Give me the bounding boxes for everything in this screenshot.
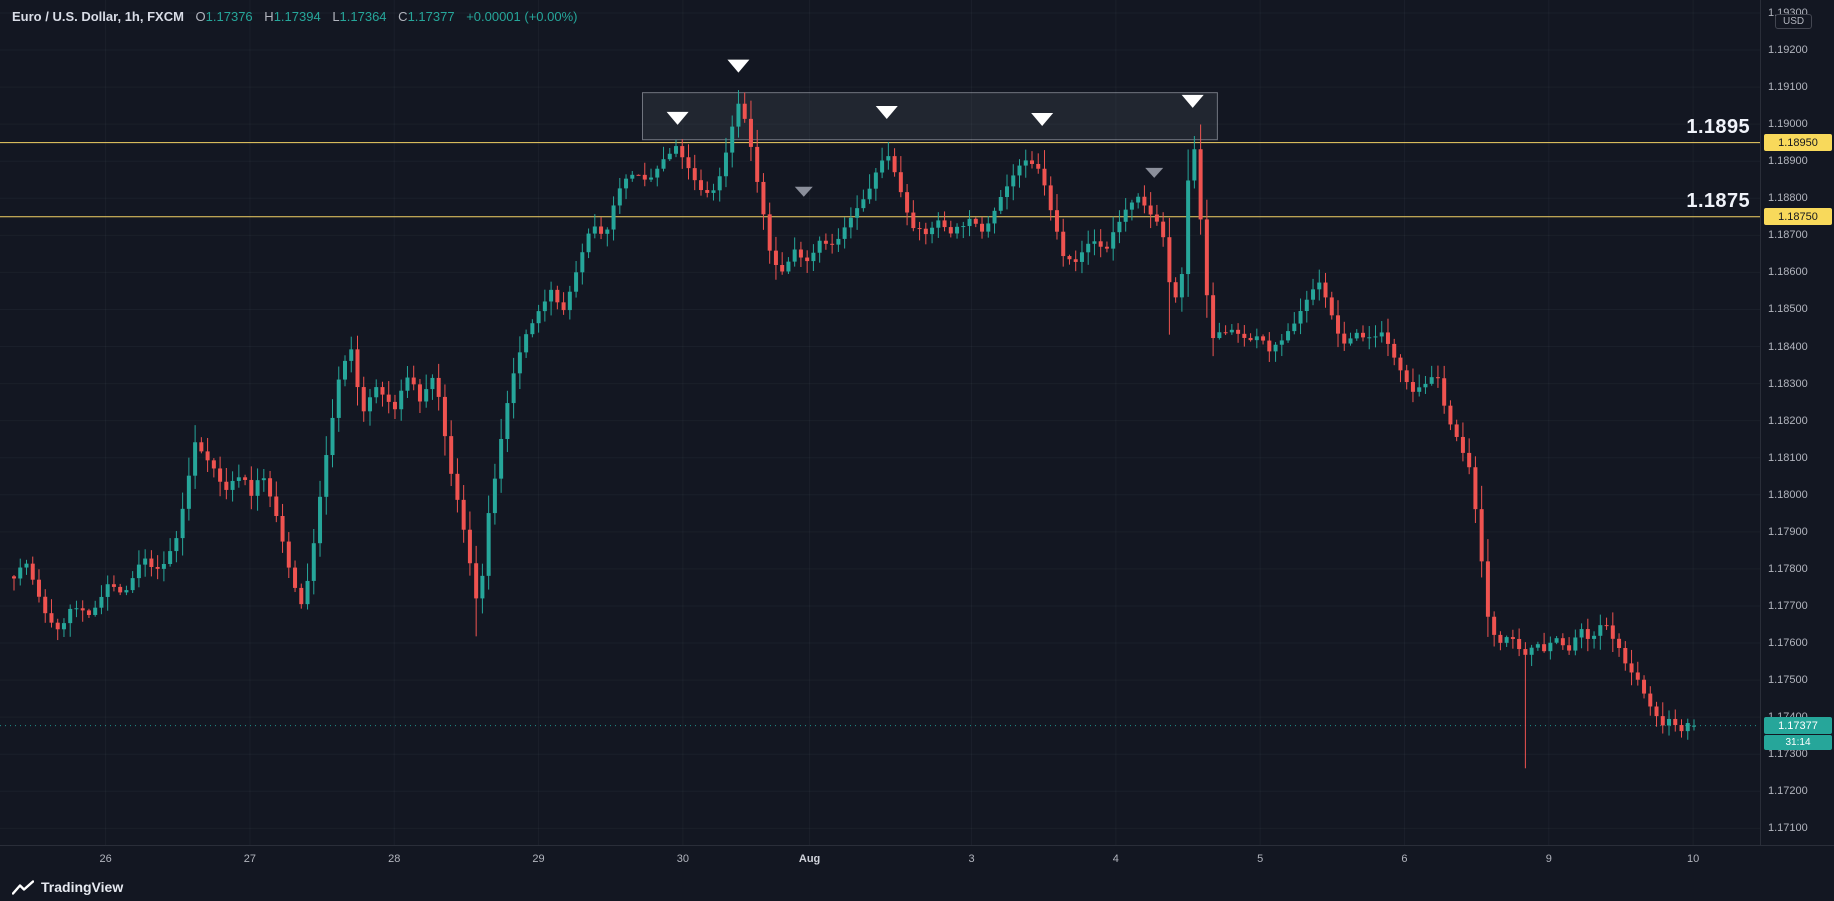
high-value: 1.17394 (273, 9, 321, 24)
high-label: H (264, 9, 274, 24)
price-tick-label: 1.17100 (1768, 822, 1808, 835)
price-tick-label: 1.18500 (1768, 303, 1808, 316)
last-price-axis-label: 1.17377 (1764, 717, 1832, 735)
time-tick-label: 4 (1112, 853, 1119, 865)
down-arrow-marker-white[interactable] (1181, 94, 1204, 108)
low-value: 1.17364 (339, 9, 387, 24)
resistance-zone-box[interactable] (641, 92, 1218, 141)
down-arrow-marker-gray[interactable] (1145, 167, 1164, 178)
price-tick-label: 1.17800 (1768, 562, 1808, 575)
price-tick-label: 1.18800 (1768, 192, 1808, 205)
down-arrow-marker-gray[interactable] (794, 186, 813, 197)
level-axis-label-lower: 1.18750 (1764, 208, 1832, 226)
candlesticks (12, 90, 1696, 769)
down-arrow-marker-white[interactable] (666, 111, 689, 125)
price-tick-label: 1.18600 (1768, 266, 1808, 279)
grid-lines (0, 0, 1760, 845)
price-tick-label: 1.17900 (1768, 525, 1808, 538)
time-axis[interactable]: 26 27 28 29 30 Aug 3 4 5 6 9 10 (0, 845, 1834, 874)
price-tick-label: 1.17500 (1768, 674, 1808, 687)
down-arrow-marker-white[interactable] (875, 105, 898, 119)
price-tick-label: 1.17200 (1768, 785, 1808, 798)
price-tick-label: 1.19100 (1768, 81, 1808, 94)
price-tick-label: 1.19200 (1768, 44, 1808, 57)
price-tick-label: 1.17300 (1768, 748, 1808, 761)
open-value: 1.17376 (205, 9, 253, 24)
footer-bar: TradingView (0, 873, 1834, 901)
price-chart-canvas[interactable] (0, 0, 1760, 845)
level-axis-label-upper: 1.18950 (1764, 134, 1832, 152)
tradingview-logo[interactable]: TradingView (12, 879, 123, 895)
down-arrow-marker-white[interactable] (727, 59, 750, 73)
price-tick-label: 1.18100 (1768, 451, 1808, 464)
price-tick-label: 1.18300 (1768, 377, 1808, 390)
price-tick-label: 1.17600 (1768, 637, 1808, 649)
time-tick-label: 30 (676, 853, 689, 865)
level-line-label-1.1895[interactable]: 1.1895 (1686, 115, 1750, 138)
change-value: +0.00001 (+0.00%) (466, 9, 578, 24)
price-tick-label: 1.18700 (1768, 229, 1808, 242)
symbol-title[interactable]: Euro / U.S. Dollar, 1h, FXCM (12, 9, 184, 24)
time-tick-label: 5 (1257, 853, 1264, 865)
time-tick-label: 10 (1686, 853, 1700, 865)
time-tick-label: 6 (1401, 853, 1408, 865)
time-tick-label: Aug (798, 853, 821, 865)
level-line-label-1.1875[interactable]: 1.1875 (1686, 189, 1750, 212)
tradingview-logo-icon (12, 879, 34, 895)
low-label: L (332, 9, 340, 24)
price-tick-label: 1.18200 (1768, 414, 1808, 427)
candle-close-countdown: 31:14 (1764, 734, 1832, 750)
price-tick-label: 1.18000 (1768, 488, 1808, 501)
time-tick-label: 29 (532, 853, 545, 865)
price-tick-label: 1.17700 (1768, 599, 1808, 612)
time-tick-label: 27 (243, 853, 257, 865)
time-tick-label: 28 (388, 853, 401, 865)
price-tick-label: 1.18400 (1768, 340, 1808, 353)
down-arrow-marker-white[interactable] (1031, 113, 1054, 127)
time-tick-label: 9 (1545, 853, 1552, 865)
close-label: C (398, 9, 408, 24)
chart-plot-area[interactable]: Euro / U.S. Dollar, 1h, FXCM O1.17376 H1… (0, 0, 1760, 845)
price-tick-label: 1.18900 (1768, 155, 1808, 168)
price-tick-label: 1.19000 (1768, 118, 1808, 131)
price-axis[interactable]: 1.19300 1.19200 1.19100 1.19000 1.18900 1.188… (1760, 0, 1834, 845)
close-value: 1.17377 (407, 9, 455, 24)
tradingview-wordmark: TradingView (41, 879, 124, 895)
symbol-legend: Euro / U.S. Dollar, 1h, FXCM O1.17376 H1… (12, 9, 578, 24)
currency-badge[interactable]: USD (1775, 14, 1813, 29)
open-label: O (195, 9, 206, 24)
time-tick-label: 3 (968, 853, 975, 865)
time-tick-label: 26 (99, 853, 112, 865)
